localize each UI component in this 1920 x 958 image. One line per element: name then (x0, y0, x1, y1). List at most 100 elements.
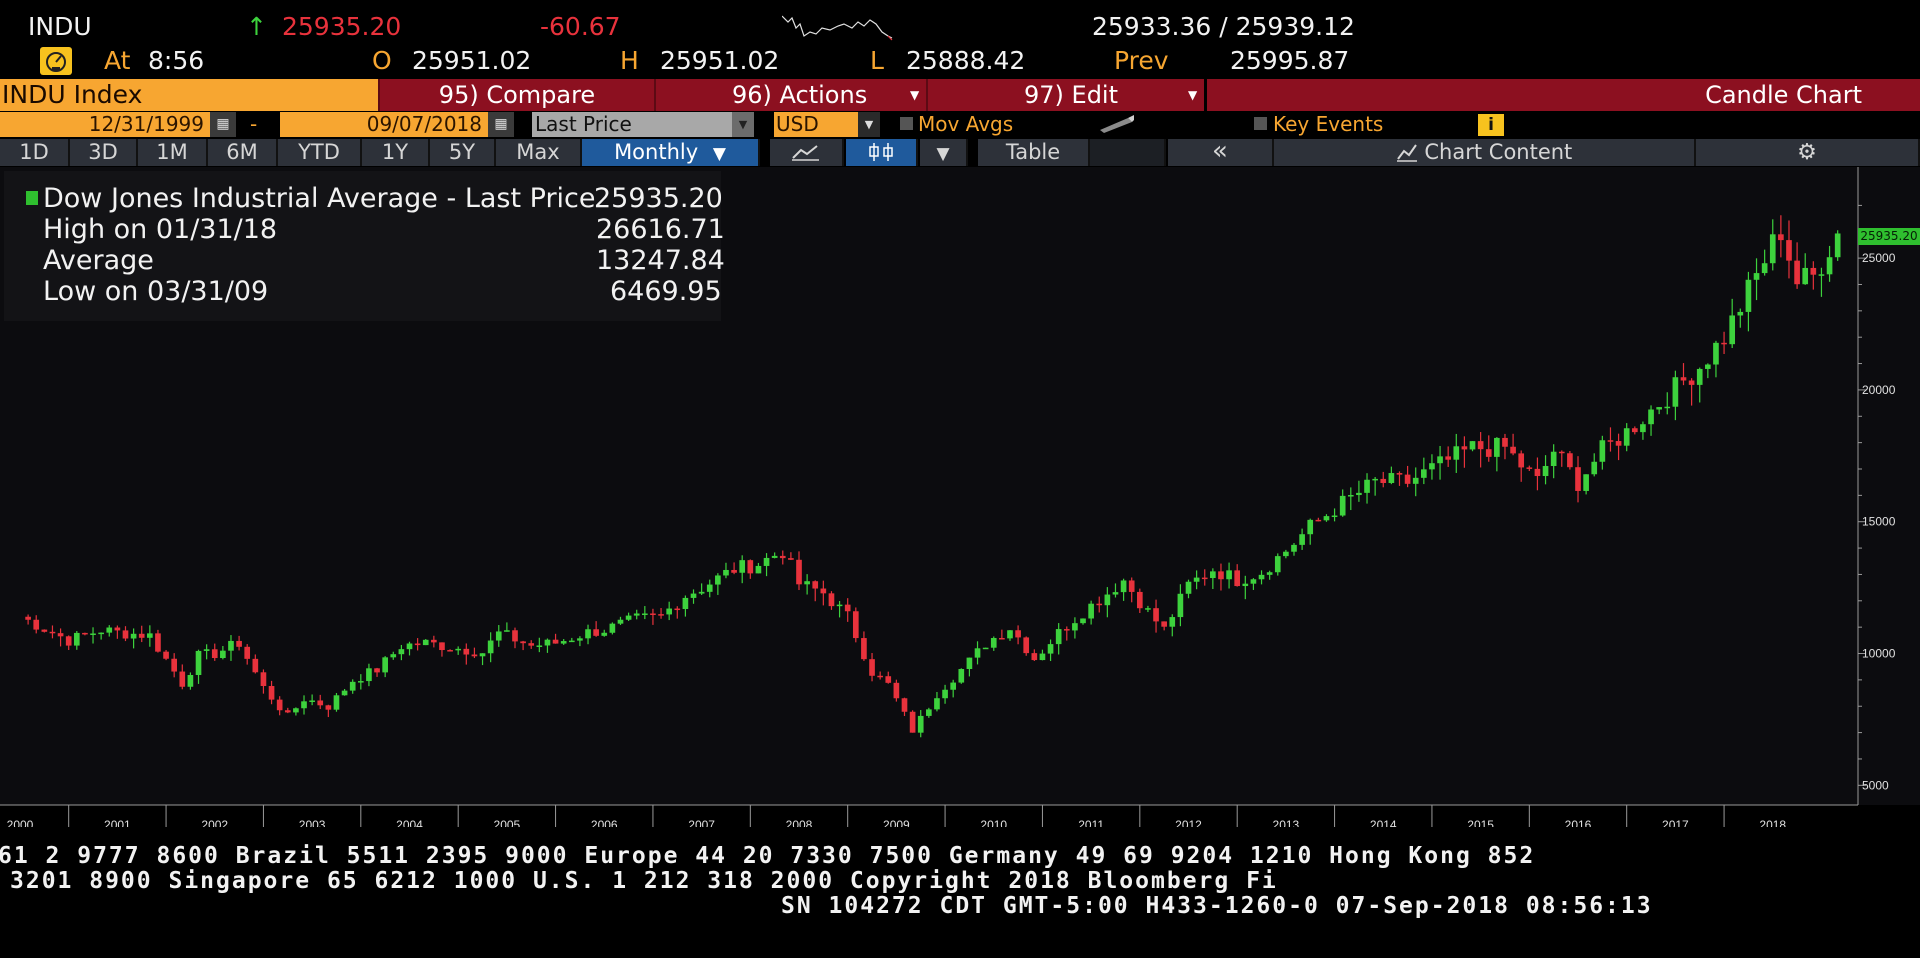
candle-body (1128, 580, 1135, 592)
candle-body (1445, 456, 1452, 460)
high-label: H (620, 46, 639, 75)
candle-body (1112, 592, 1119, 595)
candle-chart-button[interactable] (846, 139, 918, 166)
line-chart-icon (792, 145, 819, 161)
candle-body (49, 631, 56, 634)
candle-body (1274, 556, 1281, 573)
candle-body (471, 654, 478, 657)
range-5y-button[interactable]: 5Y (430, 139, 496, 166)
bid-ask: 25933.36 / 25939.12 (1092, 12, 1355, 41)
candle-body (1388, 473, 1395, 483)
candle-body (138, 633, 145, 638)
candle-body (771, 555, 778, 558)
candle-body (1583, 474, 1589, 491)
candle-body (65, 636, 72, 646)
candle-body (1015, 630, 1021, 638)
collapse-button[interactable]: « (1168, 138, 1274, 166)
chevron-down-icon: ▼ (732, 112, 754, 137)
candle-body (1656, 407, 1662, 410)
x-tick-label: 2000 (7, 818, 34, 827)
chart-legend (4, 171, 721, 321)
candle-body (585, 629, 591, 639)
at-label: At (104, 46, 131, 75)
security-name[interactable]: INDU Index (0, 79, 378, 111)
chevron-down-icon: ▼ (858, 112, 880, 137)
candle-body (617, 619, 624, 624)
candle-body (966, 657, 973, 670)
candle-body (520, 641, 526, 644)
candle-body (228, 640, 234, 651)
field-select[interactable]: Last Price ▼ (532, 112, 754, 137)
candle-body (1469, 441, 1476, 450)
candle-body (1161, 621, 1167, 627)
line-chart-button[interactable] (770, 139, 844, 166)
range-6m-button[interactable]: 6M (208, 139, 278, 166)
calendar-icon[interactable]: ▦ (210, 112, 236, 137)
x-tick-label: 2003 (299, 818, 326, 827)
range-1d-button[interactable]: 1D (0, 139, 70, 166)
candle-body (982, 647, 989, 650)
chart-content-icon (1396, 144, 1417, 162)
candle-body (1169, 617, 1176, 627)
candle-body (568, 640, 575, 643)
candle-body (1234, 570, 1241, 587)
candle-body (779, 555, 786, 559)
end-date-field[interactable]: 09/07/2018 (280, 112, 488, 137)
x-tick-label: 2004 (396, 818, 423, 827)
candle-body (1745, 279, 1752, 312)
candle-body (723, 569, 729, 576)
settings-button[interactable]: ⚙ (1696, 139, 1920, 166)
currency-value: USD (776, 112, 819, 136)
start-date-field[interactable]: 12/31/1999 (0, 112, 210, 137)
range-1y-button[interactable]: 1Y (362, 139, 430, 166)
candle-body (1477, 441, 1484, 450)
candle-body (349, 681, 356, 691)
candlestick-chart[interactable]: 5000 10000 15000 20000 25000 2000 2001 2002 200… (0, 167, 1920, 827)
candle-body (1339, 495, 1346, 516)
candle-body (1104, 594, 1111, 606)
candle-body (1640, 424, 1646, 433)
candle-body (1007, 630, 1013, 639)
last-price: 25935.20 (282, 12, 402, 41)
edit-menu[interactable]: 97) Edit ▼ (926, 79, 1204, 111)
actions-menu[interactable]: 96) Actions ▼ (654, 79, 926, 111)
candle-body (1786, 240, 1792, 261)
calendar-icon[interactable]: ▦ (488, 112, 514, 137)
candle-body (1226, 570, 1232, 580)
x-tick-label: 2014 (1370, 818, 1397, 827)
delay-gauge-icon[interactable] (40, 47, 72, 75)
table-button[interactable]: Table (978, 139, 1090, 166)
range-1m-button[interactable]: 1M (138, 139, 208, 166)
currency-select[interactable]: USD ▼ (774, 112, 880, 137)
range-3d-button[interactable]: 3D (70, 139, 138, 166)
candle-body (1648, 409, 1654, 425)
chart-style-dropdown[interactable]: ▼ (920, 139, 968, 166)
range-max-button[interactable]: Max (496, 139, 582, 166)
info-icon[interactable]: i (1478, 114, 1504, 136)
range-ytd-button[interactable]: YTD (278, 139, 362, 166)
candle-body (1039, 653, 1046, 661)
candle-body (869, 659, 875, 676)
candle-body (1575, 467, 1581, 491)
y-tick-label: 5000 (1862, 778, 1889, 792)
pencil-icon[interactable] (1098, 114, 1136, 134)
intraday-sparkline (782, 15, 893, 41)
candle-body (171, 658, 178, 672)
x-tick-label: 2018 (1759, 818, 1786, 827)
x-tick-label: 2008 (786, 818, 813, 827)
key-events-checkbox[interactable] (1254, 117, 1267, 130)
function-title-bar: INDU Index 95) Compare 96) Actions ▼ 97)… (0, 79, 1920, 111)
candle-body (1688, 380, 1695, 385)
candle-body (1550, 451, 1557, 467)
mov-avgs-checkbox[interactable] (900, 117, 913, 130)
chevron-down-icon: ▼ (1188, 88, 1198, 102)
chart-content-button[interactable]: Chart Content (1274, 139, 1696, 166)
candle-body (885, 676, 892, 683)
ticker-symbol: INDU (28, 12, 92, 41)
candle-body (147, 633, 153, 638)
candle-body (1672, 377, 1679, 407)
periodicity-select[interactable]: Monthly ▼ (582, 139, 760, 166)
candle-body (560, 641, 567, 644)
compare-button[interactable]: 95) Compare (378, 79, 654, 111)
candlestick-icon (869, 143, 893, 161)
